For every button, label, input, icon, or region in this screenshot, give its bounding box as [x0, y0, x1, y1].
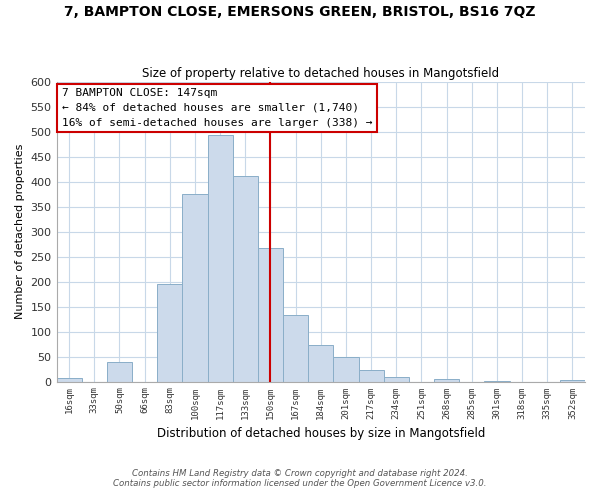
Bar	[233, 176, 258, 382]
Text: Contains public sector information licensed under the Open Government Licence v3: Contains public sector information licen…	[113, 478, 487, 488]
Bar	[434, 379, 459, 382]
Bar	[308, 345, 334, 382]
Bar	[107, 362, 132, 382]
Bar	[258, 248, 283, 382]
X-axis label: Distribution of detached houses by size in Mangotsfield: Distribution of detached houses by size …	[157, 427, 485, 440]
Y-axis label: Number of detached properties: Number of detached properties	[15, 144, 25, 320]
Bar	[56, 378, 82, 382]
Text: 7 BAMPTON CLOSE: 147sqm
← 84% of detached houses are smaller (1,740)
16% of semi: 7 BAMPTON CLOSE: 147sqm ← 84% of detache…	[62, 88, 373, 128]
Bar	[334, 356, 359, 382]
Bar	[157, 284, 182, 382]
Bar	[182, 194, 208, 382]
Text: Contains HM Land Registry data © Crown copyright and database right 2024.: Contains HM Land Registry data © Crown c…	[132, 468, 468, 477]
Bar	[383, 376, 409, 382]
Bar	[484, 380, 509, 382]
Text: 7, BAMPTON CLOSE, EMERSONS GREEN, BRISTOL, BS16 7QZ: 7, BAMPTON CLOSE, EMERSONS GREEN, BRISTO…	[64, 5, 536, 19]
Bar	[560, 380, 585, 382]
Title: Size of property relative to detached houses in Mangotsfield: Size of property relative to detached ho…	[142, 66, 499, 80]
Bar	[208, 136, 233, 382]
Bar	[283, 315, 308, 382]
Bar	[359, 370, 383, 382]
